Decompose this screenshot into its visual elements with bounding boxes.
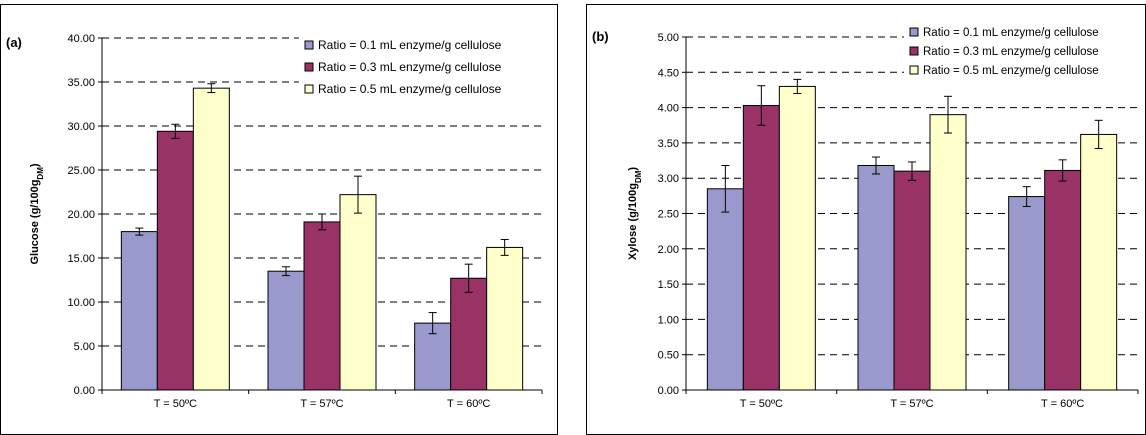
y-tick-label: 5.00	[74, 341, 95, 353]
y-tick-label: 0.50	[658, 350, 679, 362]
bar	[192, 87, 230, 391]
y-tick-label: 0.00	[658, 385, 679, 397]
y-tick-label: 4.00	[658, 103, 679, 115]
panel-label: (a)	[6, 35, 22, 50]
bar	[450, 277, 488, 391]
x-tick-label: T = 57ºC	[300, 398, 343, 410]
panel-label: (b)	[592, 29, 609, 44]
legend-label: Ratio = 0.1 mL enzyme/g cellulose	[923, 27, 1099, 39]
y-tick-label: 5.00	[658, 32, 679, 44]
y-tick-label: 4.50	[658, 67, 679, 79]
y-tick-label: 40.00	[67, 33, 95, 45]
y-tick-label: 1.00	[658, 314, 679, 326]
y-tick-label: 1.50	[658, 279, 679, 291]
y-tick-label: 2.50	[658, 209, 679, 221]
xylose-chart: (b) 0.00 0.50 1.00 1.50 2.00 2.50 3.00 3.50 4.00 4…	[586, 4, 1146, 435]
y-tick-label: 15.00	[67, 253, 95, 265]
x-tick-label: T = 60ºC	[1041, 398, 1084, 410]
glucose-chart: (a) 0.00 5.00 10.00 15.00 20.00 25.00 30.00 35.0…	[0, 4, 558, 435]
legend-label: Ratio = 0.5 mL enzyme/g cellulose	[923, 65, 1099, 77]
x-tick-label: T = 60ºC	[447, 398, 490, 410]
chart-panel-a: (a) 0.00 5.00 10.00 15.00 20.00 25.00 30.00 35.0…	[0, 0, 558, 435]
bar	[120, 231, 158, 391]
y-tick-label: 25.00	[67, 165, 95, 177]
y-tick-label: 30.00	[67, 121, 95, 133]
bar	[857, 164, 895, 391]
y-tick-label: 35.00	[67, 77, 95, 89]
y-tick-label: 2.00	[658, 244, 679, 256]
bar	[742, 104, 780, 391]
y-tick-label: 3.00	[658, 173, 679, 185]
legend-swatch	[909, 27, 919, 37]
y-tick-label: 20.00	[67, 209, 95, 221]
bar	[1044, 169, 1082, 391]
legend: Ratio = 0.1 mL enzyme/g cellulose Ratio =…	[904, 23, 1139, 84]
legend: Ratio = 0.1 mL enzyme/g cellulose Ratio =…	[299, 36, 549, 106]
legend-label: Ratio = 0.5 mL enzyme/g cellulose	[318, 82, 502, 96]
legend-label: Ratio = 0.3 mL enzyme/g cellulose	[318, 60, 502, 74]
y-tick-label: 10.00	[67, 297, 95, 309]
chart-panel-b: (b) 0.00 0.50 1.00 1.50 2.00 2.50 3.00 3.50 4.00 4…	[586, 0, 1146, 435]
bar	[1080, 133, 1118, 391]
y-tick-label: 3.50	[658, 138, 679, 150]
x-tick-label: T = 57ºC	[890, 398, 933, 410]
bar	[339, 194, 377, 391]
bar	[156, 130, 194, 391]
y-axis-label-subscript: DM	[36, 167, 45, 180]
legend-swatch	[304, 84, 314, 94]
bar	[1008, 196, 1046, 391]
y-axis-label-end: )	[627, 167, 639, 171]
bar	[778, 85, 816, 391]
y-axis-label-subscript: DM	[634, 170, 643, 183]
legend-label: Ratio = 0.3 mL enzyme/g cellulose	[923, 46, 1099, 58]
y-axis-label-end: )	[29, 163, 41, 167]
bar	[929, 114, 967, 391]
x-tick-label: T = 50ºC	[740, 398, 783, 410]
y-axis-label-main: Xylose (g/100g	[627, 183, 639, 260]
y-axis-label: Xylose (g/100gDM)	[627, 167, 643, 261]
legend-label: Ratio = 0.1 mL enzyme/g cellulose	[318, 38, 502, 52]
legend-swatch	[304, 40, 314, 50]
y-axis-label: Glucose (g/100gDM)	[29, 163, 45, 264]
y-tick-label: 0.00	[74, 385, 95, 397]
legend-swatch	[304, 62, 314, 72]
legend-background	[904, 23, 1139, 84]
legend-swatch	[909, 46, 919, 56]
bar	[486, 246, 524, 391]
x-tick-label: T = 50ºC	[154, 398, 197, 410]
y-axis-label-main: Glucose (g/100g	[29, 180, 41, 265]
bar	[267, 270, 305, 391]
legend-background	[299, 36, 549, 106]
bar	[893, 170, 931, 391]
bar	[706, 188, 744, 391]
legend-swatch	[909, 65, 919, 75]
bar	[303, 221, 341, 391]
